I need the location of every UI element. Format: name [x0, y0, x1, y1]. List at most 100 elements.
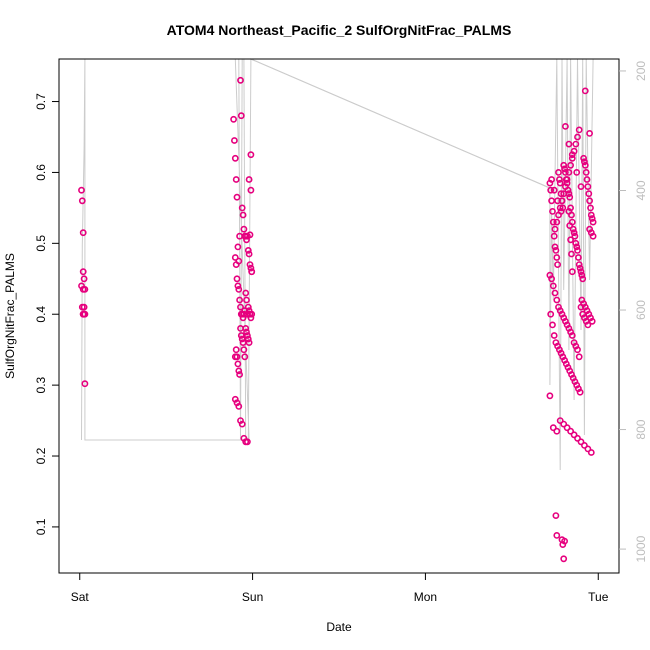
data-point — [232, 346, 240, 354]
data-point — [237, 332, 245, 339]
data-point — [586, 197, 593, 205]
data-point — [572, 140, 580, 148]
data-point — [588, 215, 596, 222]
data-point — [581, 158, 588, 166]
data-point — [247, 264, 255, 272]
data-point — [245, 339, 253, 346]
y2-tick-label: 200 — [634, 61, 648, 81]
data-point — [79, 268, 87, 276]
data-point — [240, 310, 248, 318]
data-point — [232, 261, 240, 268]
data-point — [79, 229, 87, 237]
data-point — [561, 165, 568, 173]
data-point — [575, 261, 583, 268]
data-point — [238, 335, 246, 343]
data-point — [576, 388, 584, 396]
data-point — [549, 218, 557, 226]
data-point — [568, 332, 576, 339]
data-point — [547, 186, 555, 194]
data-point — [570, 229, 578, 237]
x-axis-label: Date — [326, 620, 352, 634]
data-point — [247, 186, 255, 194]
altitude-trace — [81, 58, 597, 471]
y2-tick-label: 600 — [634, 300, 648, 320]
data-point — [552, 246, 560, 254]
data-point — [233, 353, 241, 361]
data-point — [548, 197, 555, 205]
data-point — [582, 168, 590, 176]
data-point — [556, 179, 564, 187]
y-tick-label: 0.4 — [34, 306, 48, 323]
data-point — [550, 232, 558, 240]
data-point — [577, 438, 585, 446]
data-point — [574, 346, 581, 354]
data-point — [553, 296, 561, 304]
data-point — [236, 371, 243, 378]
data-point — [586, 129, 593, 137]
data-point — [568, 268, 576, 276]
data-point — [554, 197, 561, 205]
altitude-trace-path — [81, 58, 597, 471]
data-point — [568, 151, 576, 159]
data-point — [568, 154, 576, 162]
data-point — [565, 140, 573, 148]
data-point — [239, 211, 247, 219]
data-point — [574, 434, 581, 442]
data-point — [236, 296, 243, 304]
data-point — [549, 207, 556, 215]
data-point — [557, 207, 565, 215]
data-point — [560, 190, 568, 198]
data-point — [237, 76, 244, 84]
data-point — [562, 168, 569, 176]
data-point — [245, 176, 253, 183]
x-tick-label: Mon — [414, 590, 437, 604]
data-point — [583, 176, 591, 183]
x-tick-label: Tue — [588, 590, 609, 604]
data-point — [581, 161, 589, 169]
data-point — [562, 123, 569, 130]
y-tick-label: 0.3 — [34, 376, 48, 393]
data-point — [547, 310, 555, 318]
data-point — [554, 261, 561, 268]
data-point — [242, 289, 250, 297]
data-point — [237, 303, 244, 311]
data-point — [240, 346, 248, 354]
data-point — [235, 402, 243, 410]
data-point — [247, 151, 255, 159]
data-point — [584, 321, 592, 329]
data-point — [553, 532, 561, 539]
x-tick-label: Sat — [71, 590, 90, 604]
data-point — [241, 353, 249, 361]
data-point — [557, 190, 565, 198]
y-tick-label: 0.2 — [34, 447, 48, 464]
data-point — [548, 176, 555, 183]
data-point — [80, 310, 88, 318]
data-point — [244, 303, 252, 311]
data-point — [581, 87, 589, 95]
data-point — [239, 314, 247, 322]
x-tick-label: Sun — [242, 590, 263, 604]
x-axis: Sat Sun Mon Tue — [71, 573, 609, 604]
data-point — [248, 268, 256, 276]
data-point — [243, 296, 250, 304]
data-point — [566, 193, 574, 201]
data-point — [562, 183, 569, 190]
y2-tick-label: 800 — [634, 419, 648, 439]
data-point — [587, 449, 595, 456]
data-point — [243, 236, 250, 244]
data-point — [550, 186, 558, 194]
data-point — [233, 193, 241, 201]
data-point — [234, 360, 242, 368]
data-point — [565, 168, 573, 176]
data-point — [569, 225, 577, 233]
data-point — [549, 424, 557, 432]
data-point — [560, 555, 568, 563]
data-point — [244, 335, 252, 343]
data-point — [575, 254, 582, 261]
data-point — [576, 264, 584, 272]
data-point — [234, 243, 242, 251]
data-point — [568, 250, 575, 258]
data-point — [548, 275, 555, 283]
data-point — [567, 236, 574, 244]
